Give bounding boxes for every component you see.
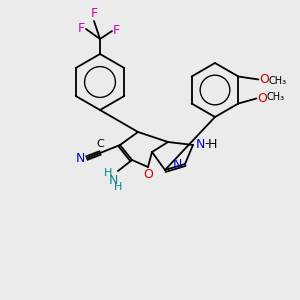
Text: CH₃: CH₃	[266, 92, 284, 103]
Text: O: O	[257, 92, 267, 105]
Text: O: O	[143, 168, 153, 181]
Text: N: N	[76, 152, 85, 166]
Text: F: F	[113, 25, 120, 38]
Text: H: H	[114, 182, 122, 192]
Text: C: C	[96, 139, 104, 149]
Text: N: N	[172, 158, 182, 172]
Text: F: F	[90, 7, 98, 20]
Text: N: N	[108, 173, 118, 187]
Text: H: H	[104, 168, 112, 178]
Text: N: N	[196, 137, 206, 151]
Text: -: -	[204, 137, 208, 151]
Text: F: F	[78, 22, 85, 35]
Text: H: H	[208, 137, 218, 151]
Text: CH₃: CH₃	[268, 76, 286, 85]
Text: O: O	[260, 73, 269, 86]
